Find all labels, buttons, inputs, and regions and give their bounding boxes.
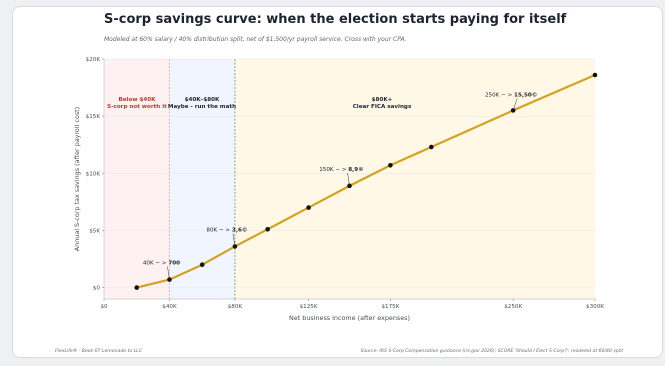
footer-source: Source: IRS S-Corp Compensation guidance… — [360, 349, 623, 354]
annotation-value: 8,9© — [348, 167, 364, 173]
x-tick-label: $175K — [381, 304, 399, 310]
zone-label: S-corp not worth it — [107, 104, 167, 110]
annotation-label: 40K − > 700 — [143, 261, 180, 267]
zone-label: $80K+ — [372, 97, 393, 103]
zone-label: Maybe - run the math — [168, 104, 236, 110]
x-tick-label: $80K — [228, 304, 243, 310]
x-tick-label: $0 — [100, 304, 108, 310]
data-point — [592, 72, 598, 78]
y-tick-label: $10K — [86, 171, 101, 177]
y-tick-label: $5K — [89, 228, 100, 234]
annotation-prefix: 250K − > — [485, 92, 514, 98]
annotation-layer: 40K − > 700 80K − > 3,6© 150K − > 8,9© 250K… — [143, 92, 537, 280]
annotation-value: 3,6© — [232, 227, 248, 233]
data-point — [199, 262, 205, 268]
annotation-label: 150K − > 8,9© — [319, 167, 364, 173]
annotation-value: 15,50© — [514, 92, 537, 98]
annotation-leader — [167, 266, 170, 280]
zone-band — [104, 59, 170, 299]
series-layer — [134, 72, 598, 290]
chart-subtitle: Modeled at 60% salary / 40% distribution… — [104, 36, 407, 43]
x-axis-title: Net business income (after expenses) — [289, 314, 410, 322]
grid-layer — [104, 58, 595, 288]
x-tick-label: $125K — [300, 304, 318, 310]
footer-brand: FlexLife® · Book 07 Lemonade to LLC — [55, 349, 142, 354]
y-axis-title: Annual S-corp tax savings (after payroll… — [73, 107, 81, 251]
x-tick-label: $40K — [162, 304, 177, 310]
annotation-leader — [232, 233, 236, 247]
annotation-leader — [512, 98, 518, 111]
annotation-value: 700 — [168, 261, 180, 267]
annotation-prefix: 40K − > — [143, 261, 169, 267]
y-tick-label: $20K — [86, 57, 101, 63]
annotation-prefix: 150K − > — [319, 167, 348, 173]
data-point — [265, 226, 270, 232]
zone-band — [169, 59, 235, 299]
data-point — [167, 277, 172, 282]
zone-label: $40K–$80K — [185, 97, 220, 103]
x-tick-label: $250K — [504, 304, 522, 310]
zone-label: Clear FICA savings — [353, 104, 412, 110]
x-tick-label: $300K — [586, 304, 604, 310]
data-point — [429, 144, 434, 150]
zone-label: Below $40K — [119, 97, 157, 103]
data-point — [134, 285, 140, 290]
annotation-leader — [347, 172, 350, 186]
axes-layer: $0 $40K $80K $125K $175K $250K $300K $0 $5K $10K $… — [73, 57, 604, 322]
chart-title: S-corp savings curve: when the election … — [104, 12, 567, 27]
annotation-prefix: 80K − > — [206, 227, 232, 233]
y-tick-label: $0 — [93, 286, 101, 292]
y-tick-label: $15K — [86, 114, 101, 120]
data-point — [388, 162, 393, 168]
annotation-label: 80K − > 3,6© — [206, 227, 247, 233]
zone-band — [234, 59, 595, 299]
annotation-label: 250K − > 15,50© — [485, 92, 537, 98]
data-point — [306, 205, 311, 210]
